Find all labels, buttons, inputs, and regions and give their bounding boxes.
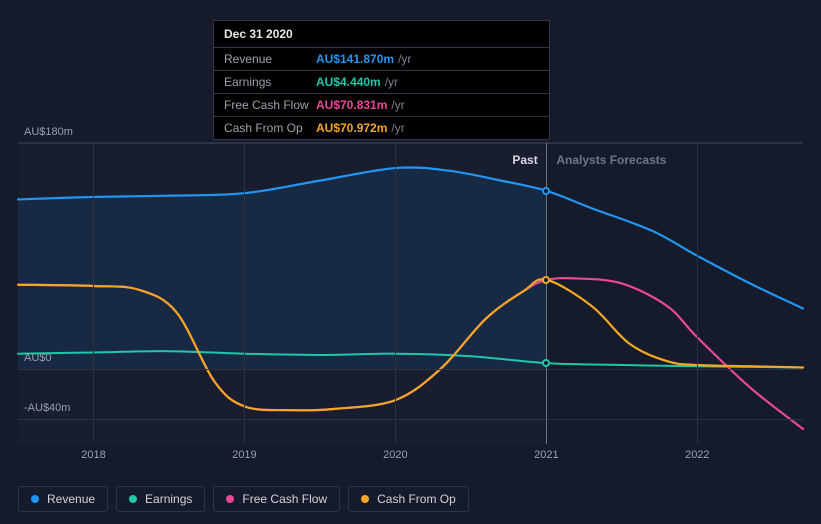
legend-item-cfo[interactable]: Cash From Op bbox=[348, 486, 469, 512]
legend-dot-icon bbox=[226, 495, 234, 503]
chart-legend: Revenue Earnings Free Cash Flow Cash From O… bbox=[18, 486, 469, 512]
legend-dot-icon bbox=[361, 495, 369, 503]
x-axis-label: 2020 bbox=[383, 449, 407, 461]
marker-cfo bbox=[542, 276, 550, 284]
y-axis-label: -AU$40m bbox=[24, 402, 70, 414]
gridline bbox=[18, 419, 803, 420]
gridline bbox=[18, 143, 803, 144]
tooltip-row-value: AU$70.972m bbox=[316, 121, 387, 135]
tooltip-row: RevenueAU$141.870m/yr bbox=[214, 48, 549, 71]
tooltip-row-unit: /yr bbox=[391, 98, 404, 112]
x-tick bbox=[395, 143, 396, 443]
plot-area[interactable]: Past Analysts Forecasts bbox=[18, 142, 803, 443]
tooltip-row: Cash From OpAU$70.972m/yr bbox=[214, 117, 549, 139]
x-axis-label: 2022 bbox=[685, 449, 709, 461]
x-axis-label: 2018 bbox=[81, 449, 105, 461]
tooltip-row-label: Cash From Op bbox=[224, 121, 316, 135]
marker-earnings bbox=[542, 359, 550, 367]
legend-item-label: Earnings bbox=[145, 492, 192, 506]
x-axis-label: 2021 bbox=[534, 449, 558, 461]
legend-item-label: Cash From Op bbox=[377, 492, 456, 506]
tooltip-row-label: Revenue bbox=[224, 52, 316, 66]
y-axis-label: AU$0 bbox=[24, 352, 52, 364]
legend-item-revenue[interactable]: Revenue bbox=[18, 486, 108, 512]
tooltip-date: Dec 31 2020 bbox=[214, 21, 549, 48]
marker-revenue bbox=[542, 187, 550, 195]
x-tick bbox=[244, 143, 245, 443]
region-label-forecast: Analysts Forecasts bbox=[556, 153, 666, 167]
legend-dot-icon bbox=[129, 495, 137, 503]
tooltip-row-label: Free Cash Flow bbox=[224, 98, 316, 112]
x-tick bbox=[93, 143, 94, 443]
legend-dot-icon bbox=[31, 495, 39, 503]
chart-container: Past Analysts Forecasts AU$180m AU$0 -AU$40… bbox=[18, 118, 803, 443]
region-label-past: Past bbox=[512, 153, 537, 167]
tooltip-row-unit: /yr bbox=[391, 121, 404, 135]
chart-tooltip: Dec 31 2020 RevenueAU$141.870m/yrEarning… bbox=[213, 20, 550, 140]
tooltip-row: Free Cash FlowAU$70.831m/yr bbox=[214, 94, 549, 117]
tooltip-row-label: Earnings bbox=[224, 75, 316, 89]
tooltip-row-value: AU$141.870m bbox=[316, 52, 394, 66]
x-tick bbox=[697, 143, 698, 443]
tooltip-row-unit: /yr bbox=[398, 52, 411, 66]
x-axis-label: 2019 bbox=[232, 449, 256, 461]
tooltip-row-value: AU$4.440m bbox=[316, 75, 381, 89]
tooltip-row-unit: /yr bbox=[385, 75, 398, 89]
legend-item-fcf[interactable]: Free Cash Flow bbox=[213, 486, 340, 512]
tooltip-row: EarningsAU$4.440m/yr bbox=[214, 71, 549, 94]
chart-svg bbox=[18, 143, 803, 444]
legend-item-label: Revenue bbox=[47, 492, 95, 506]
tooltip-row-value: AU$70.831m bbox=[316, 98, 387, 112]
legend-item-earnings[interactable]: Earnings bbox=[116, 486, 205, 512]
y-axis-label: AU$180m bbox=[24, 126, 73, 138]
legend-item-label: Free Cash Flow bbox=[242, 492, 327, 506]
gridline bbox=[18, 369, 803, 370]
